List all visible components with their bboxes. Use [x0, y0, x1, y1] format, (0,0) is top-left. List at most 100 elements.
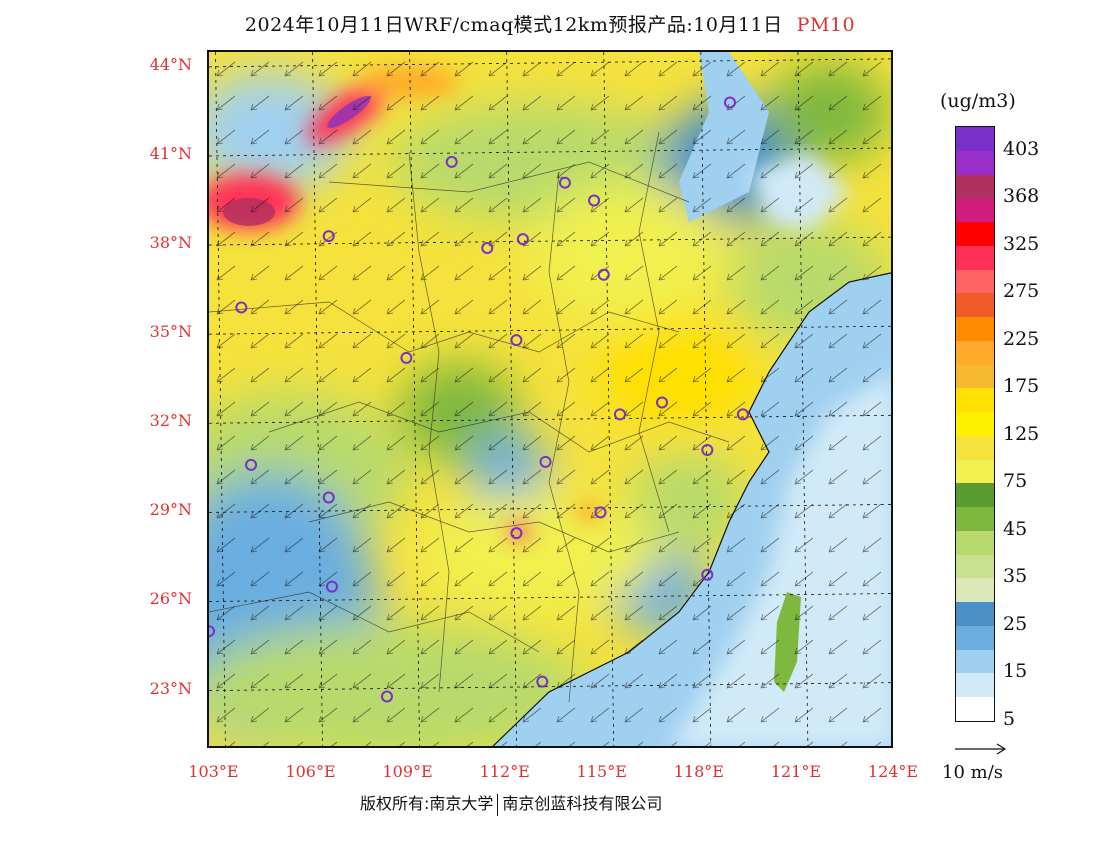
city-marker	[701, 444, 714, 457]
city-marker	[322, 491, 335, 504]
colorbar-swatch	[956, 245, 994, 271]
colorbar-unit: (ug/m3)	[940, 90, 1016, 112]
city-marker	[613, 408, 626, 421]
longitude-gridline	[409, 52, 420, 746]
wind-vectors	[209, 52, 891, 746]
longitude-gridline	[797, 52, 809, 746]
colorbar-swatch	[956, 554, 994, 579]
colorbar-swatch	[956, 269, 994, 294]
colorbar-label: 403	[1003, 137, 1040, 160]
city-marker	[736, 408, 749, 421]
boundaries	[209, 131, 730, 703]
colorbar-label: 225	[1003, 327, 1040, 350]
city-marker	[322, 230, 335, 243]
colorbar-swatch	[956, 412, 994, 437]
latitude-label: 38°N	[149, 233, 192, 253]
longitude-gridline	[215, 52, 226, 746]
colorbar-swatch	[956, 483, 994, 508]
colorbar-swatch	[956, 388, 994, 413]
map-panel	[207, 50, 893, 748]
footer: 版权所有:南京大学 南京创蓝科技有限公司	[360, 790, 662, 816]
latitude-label: 44°N	[149, 54, 192, 74]
colorbar	[955, 126, 995, 722]
city-marker	[510, 334, 523, 347]
latitude-gridline	[209, 147, 891, 157]
city-marker	[481, 242, 494, 255]
colorbar-label: 325	[1003, 232, 1040, 255]
longitude-label: 115°E	[576, 762, 627, 781]
copyright-text: 版权所有:南京大学	[360, 794, 494, 813]
city-marker	[558, 176, 571, 189]
longitude-gridline	[700, 52, 712, 746]
colorbar-label: 5	[1003, 708, 1016, 730]
colorbar-swatch	[956, 435, 994, 461]
colorbar-swatch	[956, 530, 994, 556]
colorbar-swatch	[956, 673, 994, 698]
city-marker	[400, 351, 413, 364]
colorbar-swatch	[956, 198, 994, 223]
title-text: 2024年10月11日WRF/cmaq模式12km预报产品:10月11日	[244, 14, 783, 36]
city-marker	[510, 527, 523, 540]
colorbar-swatch	[956, 364, 994, 389]
colorbar-label: 125	[1003, 422, 1040, 445]
longitude-gridline	[312, 52, 323, 746]
longitude-gridline	[603, 52, 615, 746]
city-markers	[209, 96, 749, 703]
colorbar-label: 275	[1003, 280, 1040, 303]
latitude-label: 23°N	[149, 678, 192, 698]
latitude-label: 41°N	[149, 143, 192, 163]
footer-separator	[497, 793, 499, 816]
wind-reference-arrow	[955, 743, 1007, 755]
longitude-label: 121°E	[770, 762, 822, 781]
colorbar-label: 368	[1003, 185, 1040, 208]
colorbar-swatch	[956, 649, 994, 674]
colorbar-swatch	[956, 625, 994, 651]
concentration-map	[209, 52, 891, 746]
company-text: 南京创蓝科技有限公司	[502, 794, 663, 813]
longitude-label: 106°E	[285, 762, 336, 781]
city-marker	[536, 675, 549, 688]
city-marker	[325, 580, 338, 593]
wind-reference-label: 10 m/s	[942, 762, 1003, 783]
colorbar-swatch	[956, 507, 994, 532]
colorbar-label: 75	[1003, 470, 1028, 493]
longitude-label: 112°E	[479, 762, 530, 781]
colorbar-swatch	[956, 697, 994, 722]
city-marker	[594, 506, 607, 519]
city-marker	[235, 301, 248, 314]
longitude-gridline	[506, 52, 518, 746]
map-title: 2024年10月11日WRF/cmaq模式12km预报产品:10月11日 PM10	[0, 10, 1100, 37]
colorbar-swatch	[956, 317, 994, 342]
colorbar-swatch	[956, 340, 994, 366]
colorbar-swatch	[956, 174, 994, 199]
city-marker	[597, 268, 610, 281]
colorbar-swatch	[956, 293, 994, 318]
colorbar-label: 175	[1003, 375, 1040, 398]
colorbar-swatch	[956, 602, 994, 627]
colorbar-label: 15	[1003, 660, 1028, 683]
city-marker	[656, 396, 669, 409]
colorbar-label: 35	[1003, 565, 1028, 588]
latitude-gridline	[209, 325, 891, 335]
colorbar-label: 25	[1003, 612, 1028, 635]
latitude-label: 35°N	[149, 322, 192, 342]
latitude-gridline	[209, 593, 891, 602]
city-marker	[245, 458, 258, 471]
longitude-label: 124°E	[867, 762, 919, 781]
colorbar-swatch	[956, 127, 994, 152]
coastline	[492, 272, 891, 746]
colorbar-swatch	[956, 150, 994, 175]
latitude-gridline	[209, 414, 891, 424]
latitude-label: 26°N	[149, 589, 192, 609]
latitude-label: 29°N	[149, 500, 192, 520]
city-marker	[701, 568, 714, 581]
latitude-gridline	[209, 58, 891, 68]
colorbar-label: 45	[1003, 517, 1028, 540]
city-marker	[588, 194, 601, 207]
city-marker	[445, 155, 458, 168]
colorbar-swatch	[956, 578, 994, 603]
longitude-label: 103°E	[188, 762, 239, 781]
city-marker	[539, 455, 552, 468]
longitude-label: 109°E	[382, 762, 433, 781]
colorbar-swatch	[956, 222, 994, 247]
